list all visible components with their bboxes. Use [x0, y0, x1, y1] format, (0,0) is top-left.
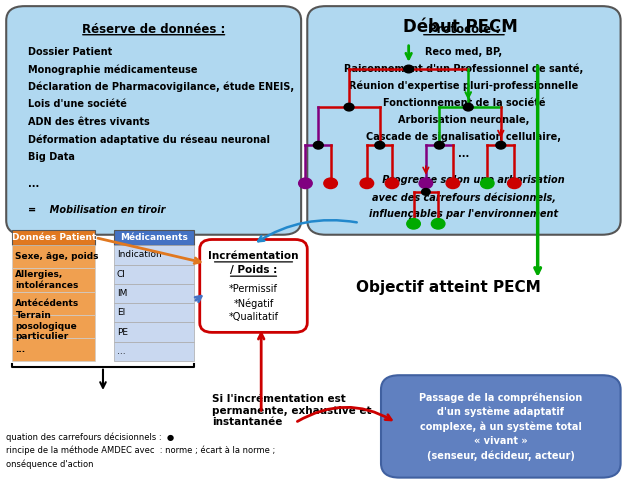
- Text: IM: IM: [117, 289, 127, 298]
- Text: Cascade de signalisation cellulaire,: Cascade de signalisation cellulaire,: [366, 132, 562, 142]
- Text: avec des carrefours décisionnels,: avec des carrefours décisionnels,: [372, 193, 556, 203]
- Text: Médicaments: Médicaments: [119, 233, 188, 242]
- Text: ...: ...: [16, 345, 26, 354]
- Text: ADN des êtres vivants: ADN des êtres vivants: [28, 117, 149, 127]
- Bar: [114, 303, 193, 322]
- Text: Big Data: Big Data: [28, 152, 75, 162]
- Text: Protocole :: Protocole :: [428, 23, 500, 36]
- Circle shape: [313, 141, 323, 149]
- Circle shape: [446, 178, 460, 189]
- Bar: [114, 245, 193, 264]
- Bar: [12, 245, 95, 268]
- Text: Indication: Indication: [117, 251, 162, 259]
- Circle shape: [407, 218, 420, 229]
- Text: Déclaration de Pharmacovigilance, étude ENEIS,: Déclaration de Pharmacovigilance, étude …: [28, 82, 294, 92]
- Text: Incrémentation: Incrémentation: [208, 251, 299, 262]
- Circle shape: [385, 178, 399, 189]
- Bar: [12, 338, 95, 361]
- Text: ...: ...: [28, 179, 39, 189]
- Bar: [114, 230, 193, 245]
- Circle shape: [360, 178, 374, 189]
- Bar: [12, 268, 95, 292]
- Text: Antécédents: Antécédents: [16, 298, 80, 308]
- Text: Sexe, âge, poids: Sexe, âge, poids: [16, 252, 99, 261]
- Text: PE: PE: [117, 328, 128, 337]
- Text: Monographie médicamenteuse: Monographie médicamenteuse: [28, 64, 197, 75]
- Bar: [12, 315, 95, 338]
- Circle shape: [422, 189, 430, 195]
- Text: Objectif atteint PECM: Objectif atteint PECM: [356, 280, 541, 295]
- Bar: [114, 322, 193, 342]
- Circle shape: [299, 178, 312, 189]
- Text: *Permissif: *Permissif: [229, 284, 278, 294]
- Text: / Poids :: / Poids :: [230, 265, 277, 275]
- Circle shape: [496, 141, 506, 149]
- Circle shape: [404, 65, 414, 73]
- Circle shape: [481, 178, 494, 189]
- Circle shape: [324, 178, 337, 189]
- Text: *Qualitatif: *Qualitatif: [228, 312, 279, 322]
- Text: ...: ...: [458, 149, 470, 160]
- Text: quation des carrefours décisionnels :  ●: quation des carrefours décisionnels : ●: [6, 433, 174, 442]
- Text: CI: CI: [117, 270, 126, 279]
- Circle shape: [432, 218, 445, 229]
- Text: Arborisation neuronale,: Arborisation neuronale,: [398, 115, 529, 125]
- Text: Allergies,
intolérances: Allergies, intolérances: [16, 270, 79, 290]
- Bar: [114, 342, 193, 361]
- Text: Réunion d'expertise pluri-professionnelle: Réunion d'expertise pluri-professionnell…: [350, 81, 578, 91]
- Circle shape: [463, 103, 473, 111]
- Circle shape: [434, 141, 444, 149]
- Bar: [114, 284, 193, 303]
- Text: Terrain
posologique
particulier: Terrain posologique particulier: [16, 311, 77, 341]
- Text: Lois d'une société: Lois d'une société: [28, 100, 127, 110]
- Circle shape: [508, 178, 521, 189]
- Circle shape: [419, 178, 433, 189]
- Text: Reco med, BP,: Reco med, BP,: [425, 46, 503, 57]
- Circle shape: [344, 103, 354, 111]
- Text: Passage de la compréhension
d'un système adaptatif
complexe, à un système total
: Passage de la compréhension d'un système…: [419, 392, 582, 461]
- Text: Dossier Patient: Dossier Patient: [28, 46, 112, 57]
- Text: Si l'incrémentation est
permanente, exhaustive et
instantanée: Si l'incrémentation est permanente, exha…: [212, 394, 371, 427]
- Text: Déformation adaptative du réseau neuronal: Déformation adaptative du réseau neurona…: [28, 135, 270, 145]
- Text: rincipe de la méthode AMDEC avec  : norme ; écart à la norme ;: rincipe de la méthode AMDEC avec : norme…: [6, 446, 276, 455]
- Text: onséquence d'action: onséquence d'action: [6, 459, 94, 468]
- Text: EI: EI: [117, 308, 125, 317]
- Text: Fonctionnement de la société: Fonctionnement de la société: [383, 98, 545, 108]
- Text: *Négatif: *Négatif: [233, 298, 274, 308]
- FancyBboxPatch shape: [6, 6, 301, 235]
- FancyBboxPatch shape: [200, 240, 307, 332]
- Text: Début PECM: Début PECM: [404, 18, 518, 36]
- Text: Données Patient: Données Patient: [12, 233, 96, 242]
- FancyBboxPatch shape: [307, 6, 621, 235]
- Bar: [12, 230, 95, 245]
- Bar: [114, 264, 193, 284]
- Text: =    Mobilisation en tiroir: = Mobilisation en tiroir: [28, 205, 165, 215]
- Circle shape: [375, 141, 384, 149]
- Text: influençables par l'environnement: influençables par l'environnement: [369, 209, 559, 219]
- FancyBboxPatch shape: [381, 375, 621, 478]
- Text: Raisonnement d'un Professionnel de santé,: Raisonnement d'un Professionnel de santé…: [345, 64, 583, 74]
- Text: Réserve de données :: Réserve de données :: [82, 23, 225, 36]
- Text: ...: ...: [117, 347, 126, 356]
- Bar: [12, 292, 95, 315]
- Text: =   Progresse selon une arborisation: = Progresse selon une arborisation: [364, 175, 564, 185]
